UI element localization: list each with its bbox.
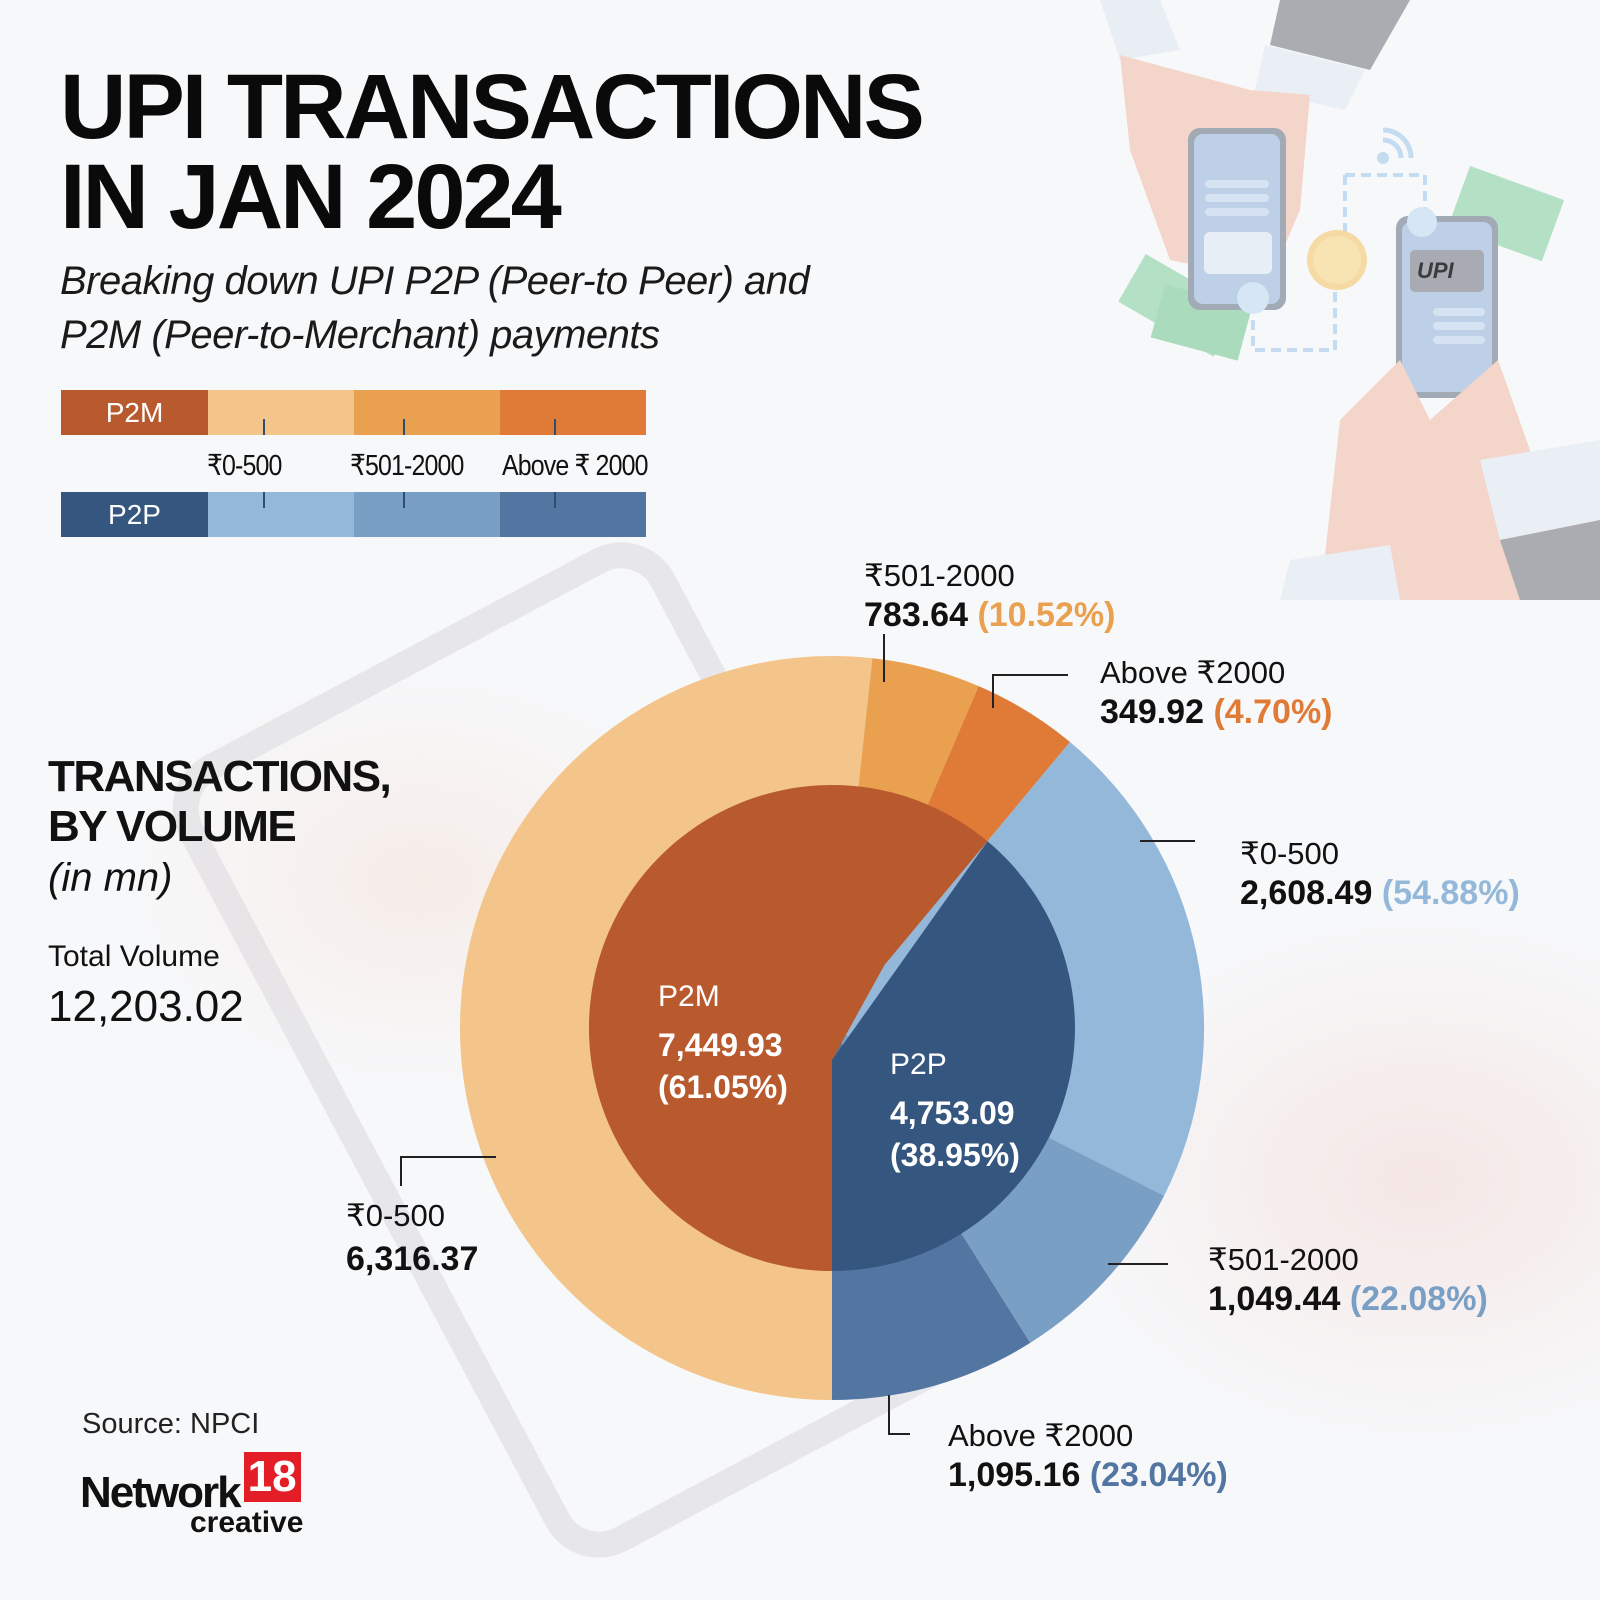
annotation-value: 2,608.49	[1240, 874, 1373, 912]
annotation-percent: (54.88%)	[1381, 874, 1520, 912]
leader-p2p-0-500	[1140, 840, 1195, 842]
legend-p2m-label: P2M	[61, 390, 208, 435]
pie-label-p2m: P2M 7,449.93 (61.05%)	[658, 980, 788, 1108]
payment-illustration: UPI	[1100, 0, 1600, 600]
chart-heading: TRANSACTIONS, BY VOLUME	[48, 752, 392, 852]
legend-p2p-swatch-above-2000	[500, 492, 646, 537]
annotation-value: 6,316.37	[346, 1240, 479, 1278]
annotation-percent: (4.70%)	[1213, 693, 1333, 731]
annotation-p2m-501-2000: ₹501-2000 783.64 (10.52%)	[864, 558, 1115, 635]
inner-p2m-edge	[832, 832, 958, 1060]
logo-18-badge: 18	[243, 1452, 301, 1502]
inner-p2m-segment	[588, 784, 988, 1271]
upi-logo-text: UPI	[1417, 258, 1455, 283]
annotation-p2p-0-500: ₹0-500 2,608.49 (54.88%)	[1240, 836, 1520, 913]
annotation-percent: (22.08%)	[1349, 1280, 1488, 1318]
annotation-value: 783.64	[864, 596, 968, 634]
pie-label-name: P2P	[890, 1048, 947, 1081]
annotation-percent: (10.52%)	[977, 596, 1116, 634]
pie-label-name: P2M	[658, 980, 720, 1013]
annotation-label: ₹0-500	[1240, 836, 1340, 871]
chart-heading-line-1: TRANSACTIONS,	[48, 752, 392, 801]
title-line-1: UPI TRANSACTIONS	[60, 56, 925, 158]
legend-band-above-2000: Above ₹ 2000	[502, 450, 648, 482]
page-title: UPI TRANSACTIONS IN JAN 2024	[60, 56, 925, 248]
total-volume-label: Total Volume	[48, 940, 220, 973]
annotation-p2p-501-2000: ₹501-2000 1,049.44 (22.08%)	[1208, 1242, 1488, 1319]
leader-p2m-0-500-h	[400, 1156, 496, 1158]
leader-p2m-above-2000-h	[992, 674, 1068, 676]
legend-band-0-500: ₹0-500	[207, 450, 282, 482]
leader-p2m-501-2000	[883, 634, 885, 682]
pie-label-percent: (61.05%)	[658, 1069, 788, 1105]
legend-band-501-2000: ₹501-2000	[350, 450, 464, 482]
chart-heading-line-2: BY VOLUME	[48, 802, 297, 851]
chart-unit: (in mn)	[48, 856, 173, 900]
subtitle-line-1: Breaking down UPI P2P (Peer-to Peer) and	[60, 259, 810, 303]
annotation-value: 1,049.44	[1208, 1280, 1341, 1318]
pie-label-p2p: P2P 4,753.09 (38.95%)	[890, 1048, 1020, 1176]
leader-p2p-above-2000-h	[888, 1433, 910, 1435]
legend-p2m-swatch-above-2000	[500, 390, 646, 435]
annotation-value: 349.92	[1100, 693, 1204, 731]
network18-creative-logo: Network 18 creative	[80, 1452, 303, 1539]
annotation-label: ₹501-2000	[864, 558, 1015, 593]
inner-p2p-segment	[832, 841, 1075, 1271]
pie-label-value: 7,449.93	[658, 1027, 783, 1063]
leader-p2m-above-2000-v	[992, 674, 994, 708]
logo-network-text: Network	[80, 1468, 242, 1517]
leader-p2p-above-2000-v	[888, 1395, 890, 1435]
subtitle-line-2: P2M (Peer-to-Merchant) payments	[60, 313, 660, 357]
legend-p2p-row: P2P	[61, 492, 647, 537]
leader-p2m-0-500-v	[400, 1156, 402, 1186]
source-note: Source: NPCI	[82, 1408, 260, 1440]
pie-label-value: 4,753.09	[890, 1095, 1015, 1131]
annotation-label: Above ₹2000	[1100, 655, 1286, 690]
legend-p2p-swatch-501-2000	[354, 492, 500, 537]
annotation-p2m-above-2000: Above ₹2000 349.92 (4.70%)	[1100, 655, 1333, 732]
annotation-p2p-above-2000: Above ₹2000 1,095.16 (23.04%)	[948, 1418, 1228, 1495]
annotation-label: Above ₹2000	[948, 1418, 1134, 1453]
legend-p2m-swatch-501-2000	[354, 390, 500, 435]
total-volume-value: 12,203.02	[48, 982, 244, 1031]
annotation-p2m-0-500: ₹0-500 6,316.37	[346, 1198, 478, 1279]
annotation-percent: (23.04%)	[1089, 1456, 1228, 1494]
logo-creative-text: creative	[190, 1506, 304, 1539]
annotation-label: ₹0-500	[346, 1198, 446, 1233]
annotation-value: 1,095.16	[948, 1456, 1081, 1494]
leader-p2p-501-2000	[1108, 1263, 1168, 1265]
pie-label-percent: (38.95%)	[890, 1137, 1020, 1173]
title-line-2: IN JAN 2024	[60, 146, 562, 248]
legend-p2m-swatch-0-500	[208, 390, 354, 435]
page-subtitle: Breaking down UPI P2P (Peer-to Peer) and…	[60, 254, 810, 362]
legend-p2p-label: P2P	[61, 492, 208, 537]
legend-p2m-row: P2M	[61, 390, 647, 435]
annotation-label: ₹501-2000	[1208, 1242, 1359, 1277]
legend-p2p-swatch-0-500	[208, 492, 354, 537]
